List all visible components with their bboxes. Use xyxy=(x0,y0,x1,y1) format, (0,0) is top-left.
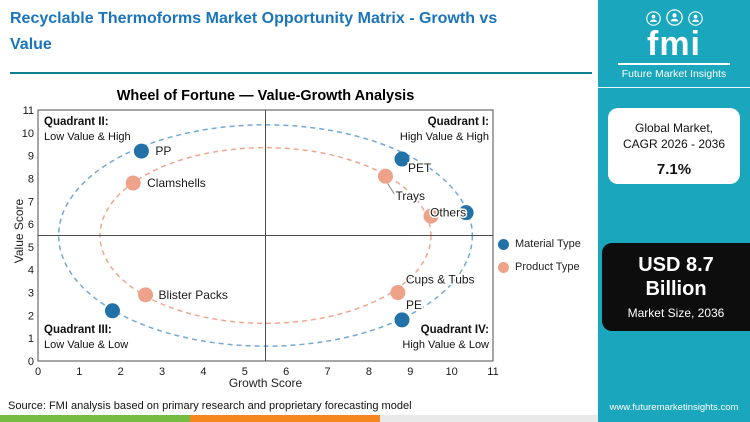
product-type-legend-dot xyxy=(498,261,509,273)
x-axis-label: Growth Score xyxy=(228,376,303,390)
quadrant-iii-desc: Low Value & Low xyxy=(44,339,129,352)
y-tick-label: 1 xyxy=(28,333,34,345)
x-tick-label: 8 xyxy=(366,366,372,378)
y-tick-label: 9 xyxy=(28,151,34,163)
y-tick-label: 7 xyxy=(28,196,34,208)
chart-title: Wheel of Fortune — Value-Growth Analysis xyxy=(116,88,415,104)
point-pet xyxy=(394,151,410,167)
fmi-brand-subtitle: Future Market Insights xyxy=(621,68,727,80)
y-tick-label: 4 xyxy=(28,265,34,277)
page-title: Recyclable Thermoforms Market Opportunit… xyxy=(10,6,497,58)
legend-item-product: Product Type xyxy=(498,261,581,273)
point-material-type xyxy=(104,303,120,319)
point-others xyxy=(458,205,474,221)
fmi-brand-text: fmi xyxy=(647,25,701,63)
x-tick-label: 3 xyxy=(159,366,165,378)
x-tick-label: 0 xyxy=(35,366,41,378)
point-label: PE xyxy=(406,298,422,312)
point-trays xyxy=(377,168,393,184)
market-size-card: USD 8.7 Billion Market Size, 2036 xyxy=(602,243,750,331)
cagr-value: 7.1% xyxy=(656,161,692,178)
point-clamshells xyxy=(125,175,141,191)
point-label: PP xyxy=(155,144,171,158)
sidebar: fmi Future Market Insights Global Market… xyxy=(598,0,750,422)
market-size-label: Market Size, 2036 xyxy=(627,306,725,320)
point-blister-packs xyxy=(138,287,154,303)
quadrant-iii-title: Quadrant III: xyxy=(44,324,112,336)
page-title-line1: Recyclable Thermoforms Market Opportunit… xyxy=(10,10,498,27)
x-tick-label: 1 xyxy=(76,366,82,378)
point-label: Others xyxy=(430,206,466,220)
legend-label-material: Material Type xyxy=(515,238,581,250)
y-tick-label: 10 xyxy=(22,128,34,140)
quadrant-iv-title: Quadrant IV: xyxy=(420,324,489,336)
cagr-period-label: CAGR 2026 - 2036 xyxy=(622,137,726,151)
point-label: Blister Packs xyxy=(159,288,228,302)
fmi-logo-icons xyxy=(598,8,750,26)
person-icon xyxy=(665,9,683,26)
x-tick-label: 7 xyxy=(324,366,330,378)
quadrant-i-label: Quadrant I: High Value & High xyxy=(400,114,489,145)
y-axis-label: Value Score xyxy=(12,198,26,264)
quadrant-iv-label: Quadrant IV: High Value & Low xyxy=(402,322,489,353)
quadrant-i-desc: High Value & High xyxy=(399,131,489,144)
stripe-gray xyxy=(380,415,598,422)
point-cups-tubs xyxy=(390,285,406,301)
cagr-card: Global Market, CAGR 2026 - 2036 7.1% xyxy=(608,108,740,184)
y-tick-label: 0 xyxy=(28,356,34,368)
y-tick-label: 11 xyxy=(23,105,34,117)
x-tick-label: 11 xyxy=(487,366,498,378)
chart-panel: Wheel of Fortune — Value-Growth Analysis… xyxy=(8,86,593,400)
scatter-plot: 0011223344556677889910101111PPPETOthersP… xyxy=(22,105,499,378)
fmi-logo: fmi Future Market Insights xyxy=(598,0,750,80)
point-label: Cups & Tubs xyxy=(406,273,475,287)
x-tick-label: 4 xyxy=(200,366,206,378)
material-type-legend-dot xyxy=(498,238,509,250)
x-tick-label: 6 xyxy=(283,366,289,378)
quadrant-i-title: Quadrant I: xyxy=(427,116,489,128)
y-tick-label: 3 xyxy=(28,288,34,300)
label-connector xyxy=(387,182,395,195)
quadrant-ii-label: Quadrant II: Low Value & High xyxy=(44,114,131,145)
point-label: Trays xyxy=(395,189,425,203)
quadrant-ii-desc: Low Value & High xyxy=(44,131,131,144)
market-size-value: USD 8.7 Billion xyxy=(638,254,714,300)
y-tick-label: 2 xyxy=(28,310,34,322)
legend-item-material: Material Type xyxy=(498,238,581,250)
sidebar-divider xyxy=(598,87,750,88)
point-pe xyxy=(394,312,410,328)
point-pp xyxy=(133,143,149,159)
website-url: www.futuremarketinsights.com xyxy=(609,402,739,413)
person-icon xyxy=(645,11,661,26)
point-label: PET xyxy=(408,161,432,175)
page-title-line2: Value xyxy=(10,36,52,53)
footer-stripe xyxy=(0,415,598,422)
source-note: Source: FMI analysis based on primary re… xyxy=(8,400,412,412)
chart-legend: Material Type Product Type xyxy=(498,238,581,284)
point-label: Clamshells xyxy=(147,176,206,190)
legend-label-product: Product Type xyxy=(515,261,580,273)
quadrant-iii-label: Quadrant III: Low Value & Low xyxy=(44,322,128,353)
y-tick-label: 5 xyxy=(28,242,34,254)
stripe-orange xyxy=(190,415,380,422)
x-tick-label: 2 xyxy=(118,366,124,378)
header-divider xyxy=(10,72,592,74)
y-tick-label: 8 xyxy=(28,173,34,185)
person-icon xyxy=(687,11,703,26)
quadrant-iv-desc: High Value & Low xyxy=(402,339,489,352)
logo-divider xyxy=(618,63,730,65)
point-product-type xyxy=(423,208,439,224)
x-tick-label: 9 xyxy=(407,366,413,378)
cagr-market-label: Global Market, xyxy=(634,121,714,135)
x-tick-label: 5 xyxy=(242,366,248,378)
x-tick-label: 10 xyxy=(446,366,458,378)
stripe-green xyxy=(0,415,190,422)
quadrant-ii-title: Quadrant II: xyxy=(44,116,109,128)
y-tick-label: 6 xyxy=(28,219,34,231)
